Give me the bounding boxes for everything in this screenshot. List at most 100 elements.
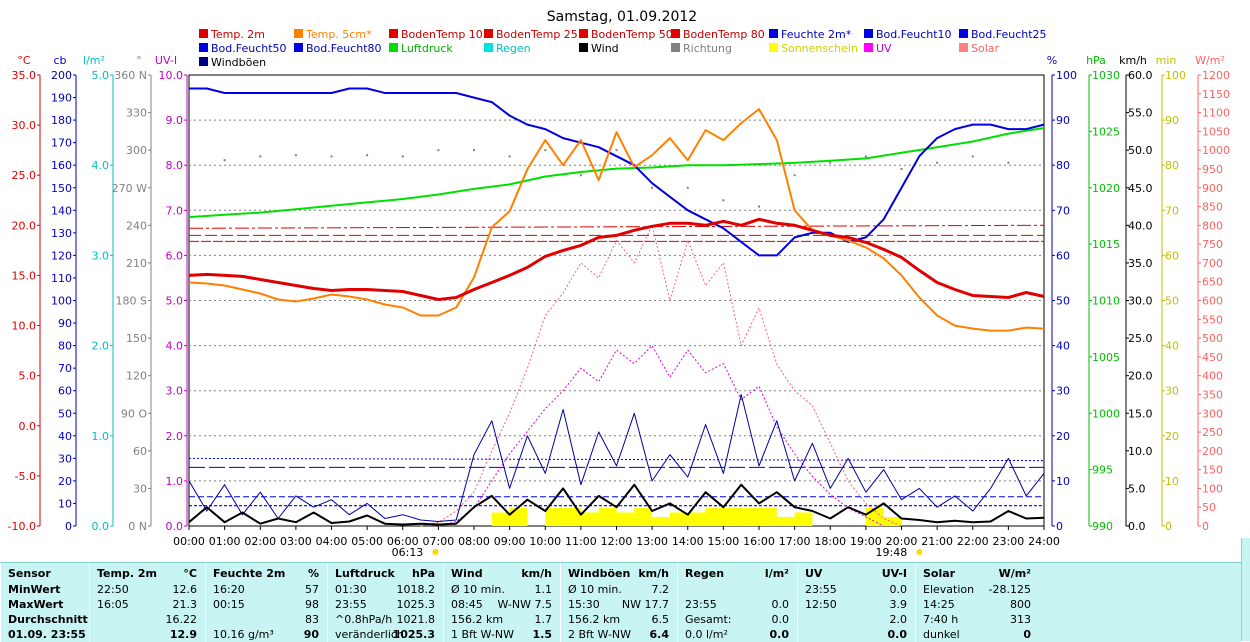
axis-tick-label: 1050 bbox=[1202, 125, 1230, 138]
sunshine-bar bbox=[687, 512, 706, 526]
direction-point bbox=[544, 149, 547, 152]
stats-row-label: 01.09. 23:55 bbox=[8, 628, 86, 641]
direction-point bbox=[223, 159, 226, 162]
axis-tick-label: 100 bbox=[1202, 482, 1223, 495]
direction-point bbox=[686, 186, 689, 189]
stats-cell-value: 6.5 bbox=[651, 613, 670, 626]
direction-point bbox=[579, 174, 582, 177]
stats-cell-value: 90 bbox=[303, 628, 319, 641]
sunshine-bar bbox=[883, 516, 902, 526]
direction-point bbox=[758, 205, 760, 208]
axis-tick-label: 70 bbox=[1165, 204, 1179, 217]
stats-cell-value: 0.0 bbox=[771, 598, 790, 611]
axis-tick-label: 9.0 bbox=[166, 114, 184, 127]
axis-tick-label: 40 bbox=[58, 430, 72, 443]
axis-tick-label: 0 N bbox=[128, 520, 147, 533]
sunshine-bar bbox=[598, 507, 617, 526]
stats-header-unit: % bbox=[307, 567, 319, 580]
axis-tick-label: 180 bbox=[51, 114, 72, 127]
series-line-wind bbox=[188, 483, 1045, 526]
axis-tick-label: 4.0 bbox=[166, 340, 184, 353]
x-tick-label: 15:00 bbox=[708, 535, 740, 548]
axis-tick-label: 0 bbox=[1165, 520, 1172, 533]
axis-tick-label: 40.0 bbox=[1128, 219, 1153, 232]
axis-tick-label: 45.0 bbox=[1128, 182, 1153, 195]
axis-tick-label: 1100 bbox=[1202, 107, 1230, 120]
axis-tick-label: 450 bbox=[1202, 351, 1223, 364]
stats-cell-value: 1.7 bbox=[534, 613, 553, 626]
x-tick-label: 17:00 bbox=[779, 535, 811, 548]
axis-tick-label: 5.0 bbox=[166, 295, 184, 308]
sunshine-bar bbox=[580, 512, 599, 526]
axis-tick-label: 5.0 bbox=[92, 69, 110, 82]
stats-cell-value: W-NW 7.5 bbox=[497, 598, 553, 611]
series-line-temp-5cm bbox=[188, 108, 1045, 332]
axis-tick-label: 20.0 bbox=[12, 219, 37, 232]
stats-row-label: MinWert bbox=[8, 583, 61, 596]
x-tick-label: 11:00 bbox=[565, 535, 597, 548]
axis-tick-label: 70 bbox=[1056, 204, 1070, 217]
legend-swatch bbox=[484, 29, 493, 38]
axis-tick-label: 0.0 bbox=[1128, 520, 1146, 533]
axis-tick-label: 20 bbox=[1056, 430, 1070, 443]
legend-swatch bbox=[484, 43, 493, 52]
sunshine-bar bbox=[669, 512, 688, 526]
axis-tick-label: 995 bbox=[1092, 464, 1113, 477]
direction-point bbox=[401, 155, 404, 158]
stats-cell-label: 10.16 g/m³ bbox=[213, 628, 274, 641]
x-tick-label: 06:00 bbox=[387, 535, 419, 548]
stats-cell-label: ^0.8hPa/h bbox=[335, 613, 393, 626]
axis-tick-label: 90 O bbox=[121, 407, 147, 420]
axis-tick-label: 10 bbox=[1056, 475, 1070, 488]
stats-cell-value: 2.0 bbox=[889, 613, 908, 626]
stats-cell-label: 00:15 bbox=[213, 598, 245, 611]
stats-cell-label: 15:30 bbox=[568, 598, 600, 611]
stats-cell-value: 1021.8 bbox=[396, 613, 436, 626]
axis-tick-label: 2.0 bbox=[92, 340, 110, 353]
stats-cell-value: 313 bbox=[1010, 613, 1031, 626]
axis-tick-label: 1000 bbox=[1092, 407, 1120, 420]
stats-cell-value: 1025.3 bbox=[392, 628, 435, 641]
axis-tick-label: 120 bbox=[51, 249, 72, 262]
legend-swatch bbox=[199, 57, 208, 66]
axis-tick-label: 1000 bbox=[1202, 144, 1230, 157]
series-line-bodentemp-25 bbox=[188, 224, 1045, 229]
axis-tick-label: 400 bbox=[1202, 370, 1223, 383]
axis-tick-label: 30 bbox=[58, 452, 72, 465]
axis-tick-label: 150 bbox=[126, 332, 147, 345]
direction-point bbox=[437, 149, 440, 152]
axis-tick-label: 0.0 bbox=[166, 520, 184, 533]
legend-swatch bbox=[864, 29, 873, 38]
axis-tick-label: 210 bbox=[126, 257, 147, 270]
stats-cell-label: 156.2 km bbox=[568, 613, 621, 626]
axis-tick-label: 3.0 bbox=[166, 385, 184, 398]
stats-row-label: Durchschnitt bbox=[8, 613, 88, 626]
axis-tick-label: 500 bbox=[1202, 332, 1223, 345]
stats-cell-label: 0.0 l/m² bbox=[685, 628, 728, 641]
axis-tick-label: 110 bbox=[51, 272, 72, 285]
axis-tick-label: 100 bbox=[51, 295, 72, 308]
sunshine-bar bbox=[705, 507, 724, 526]
axis-tick-label: 550 bbox=[1202, 313, 1223, 326]
direction-point bbox=[473, 149, 475, 152]
stats-cell-label: Gesamt: bbox=[685, 613, 732, 626]
stats-column: Wind km/h Ø 10 min. 1.1 08:45 W-NW 7.5 156.2 k… bbox=[443, 563, 560, 642]
axis-tick-label: 60 bbox=[1056, 249, 1070, 262]
axis-tick-label: 190 bbox=[51, 92, 72, 105]
axis-tick-label: 900 bbox=[1202, 182, 1223, 195]
axis-tick-label: 1010 bbox=[1092, 295, 1120, 308]
legend-swatch bbox=[864, 43, 873, 52]
sunshine-bar bbox=[741, 507, 759, 526]
scrollbar[interactable] bbox=[1241, 538, 1250, 641]
axis-tick-label: 5.0 bbox=[19, 370, 37, 383]
stats-cell-label: Ø 10 min. bbox=[451, 583, 505, 596]
axis-tick-label: 35.0 bbox=[12, 69, 37, 82]
axis-tick-label: 60 bbox=[1165, 249, 1179, 262]
axis-tick-label: 1015 bbox=[1092, 238, 1120, 251]
legend-label: Temp. 2m bbox=[210, 28, 265, 41]
axis-tick-label: 90 bbox=[1056, 114, 1070, 127]
sunshine-bar bbox=[509, 507, 528, 526]
axis-tick-label: 100 bbox=[1056, 69, 1077, 82]
axis-tick-label: 55.0 bbox=[1128, 107, 1153, 120]
x-tick-label: 23:00 bbox=[993, 535, 1025, 548]
